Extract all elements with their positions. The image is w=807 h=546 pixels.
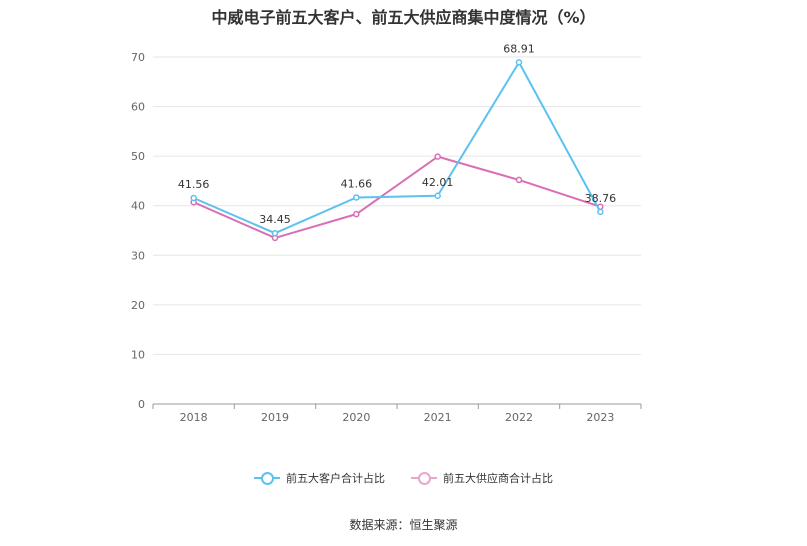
legend-item-suppliers[interactable]: 前五大供应商合计占比 — [411, 470, 553, 486]
legend-item-customers[interactable]: 前五大客户合计占比 — [254, 470, 385, 486]
data-point — [434, 153, 441, 160]
y-tick-label: 30 — [131, 249, 145, 262]
data-label: 41.56 — [178, 178, 210, 191]
series-line-1 — [193, 155, 601, 239]
x-tick-label: 2021 — [424, 411, 452, 424]
data-label: 34.45 — [259, 213, 291, 226]
legend: 前五大客户合计占比 前五大供应商合计占比 — [0, 470, 807, 486]
x-tick-label: 2018 — [180, 411, 208, 424]
x-tick-label: 2019 — [261, 411, 289, 424]
x-tick-label: 2023 — [586, 411, 614, 424]
data-label: 38.76 — [585, 192, 617, 205]
data-label: 42.01 — [422, 176, 454, 189]
chart-title: 中威电子前五大客户、前五大供应商集中度情况（%） — [211, 8, 596, 27]
y-tick-label: 0 — [138, 398, 145, 411]
y-tick-label: 50 — [131, 150, 145, 163]
data-label: 68.91 — [503, 42, 535, 55]
data-point — [271, 229, 279, 237]
y-tick-label: 60 — [131, 101, 145, 114]
x-tick-label: 2020 — [342, 411, 370, 424]
data-point — [515, 176, 523, 184]
legend-label-customers: 前五大客户合计占比 — [286, 472, 385, 485]
series-line-0 — [193, 61, 602, 235]
data-point — [353, 210, 360, 218]
data-point — [353, 194, 360, 201]
y-tick-label: 70 — [131, 51, 145, 64]
data-label: 41.66 — [341, 177, 373, 190]
legend-marker-suppliers — [411, 471, 437, 485]
x-tick-label: 2022 — [505, 411, 533, 424]
legend-marker-customers — [254, 471, 280, 485]
y-tick-label: 40 — [131, 200, 145, 213]
data-source: 数据来源：恒生聚源 — [349, 518, 458, 532]
data-point — [515, 59, 523, 66]
data-point — [434, 192, 441, 200]
data-point — [597, 208, 604, 216]
data-point — [190, 194, 197, 202]
y-tick-label: 20 — [131, 299, 145, 312]
legend-label-suppliers: 前五大供应商合计占比 — [443, 472, 553, 485]
y-tick-label: 10 — [131, 348, 145, 361]
